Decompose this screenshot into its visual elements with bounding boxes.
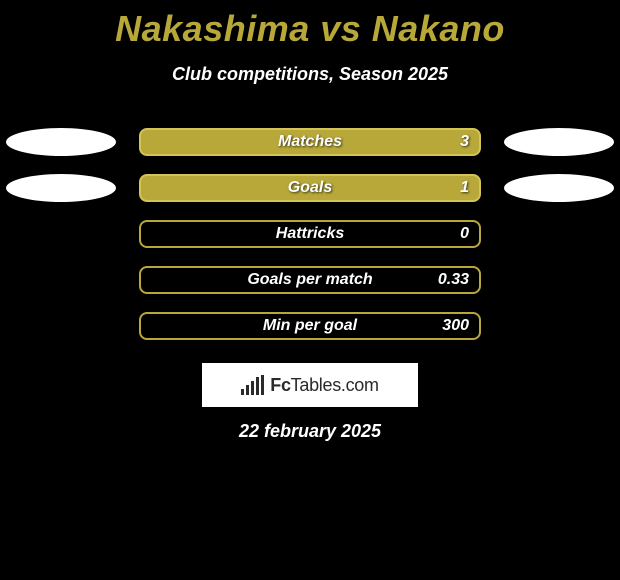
brand-logo: FcTables.com — [202, 363, 418, 407]
stat-row: Hattricks 0 — [0, 211, 620, 257]
brand-suffix: .com — [341, 375, 379, 395]
stat-label: Matches — [278, 133, 342, 151]
brand-bold: Fc — [270, 375, 290, 395]
stat-row: Goals 1 — [0, 165, 620, 211]
player-marker-right — [504, 174, 614, 202]
stat-bar: Goals per match 0.33 — [139, 266, 481, 294]
brand-text: FcTables.com — [270, 375, 378, 396]
player-marker-left — [6, 174, 116, 202]
bar-chart-icon — [241, 375, 264, 395]
stat-bar: Matches 3 — [139, 128, 481, 156]
stat-bar: Goals 1 — [139, 174, 481, 202]
stat-label: Hattricks — [276, 225, 344, 243]
player-marker-left — [6, 128, 116, 156]
stat-label: Min per goal — [263, 317, 357, 335]
stat-label: Goals per match — [247, 271, 372, 289]
stat-value: 1 — [460, 179, 469, 197]
page-title: Nakashima vs Nakano — [0, 0, 620, 50]
stat-row: Goals per match 0.33 — [0, 257, 620, 303]
stat-label: Goals — [288, 179, 332, 197]
date-label: 22 february 2025 — [0, 421, 620, 442]
stat-value: 300 — [442, 317, 469, 335]
stat-bar: Hattricks 0 — [139, 220, 481, 248]
stat-bar: Min per goal 300 — [139, 312, 481, 340]
stats-rows: Matches 3 Goals 1 Hattricks 0 Goals per match 0… — [0, 119, 620, 349]
stat-row: Min per goal 300 — [0, 303, 620, 349]
stats-chart: Matches 3 Goals 1 Hattricks 0 Goals per match 0… — [0, 119, 620, 442]
stat-value: 0.33 — [438, 271, 469, 289]
brand-rest: Tables — [291, 375, 341, 395]
stat-value: 3 — [460, 133, 469, 151]
subtitle: Club competitions, Season 2025 — [0, 64, 620, 85]
player-marker-right — [504, 128, 614, 156]
stat-row: Matches 3 — [0, 119, 620, 165]
stat-value: 0 — [460, 225, 469, 243]
